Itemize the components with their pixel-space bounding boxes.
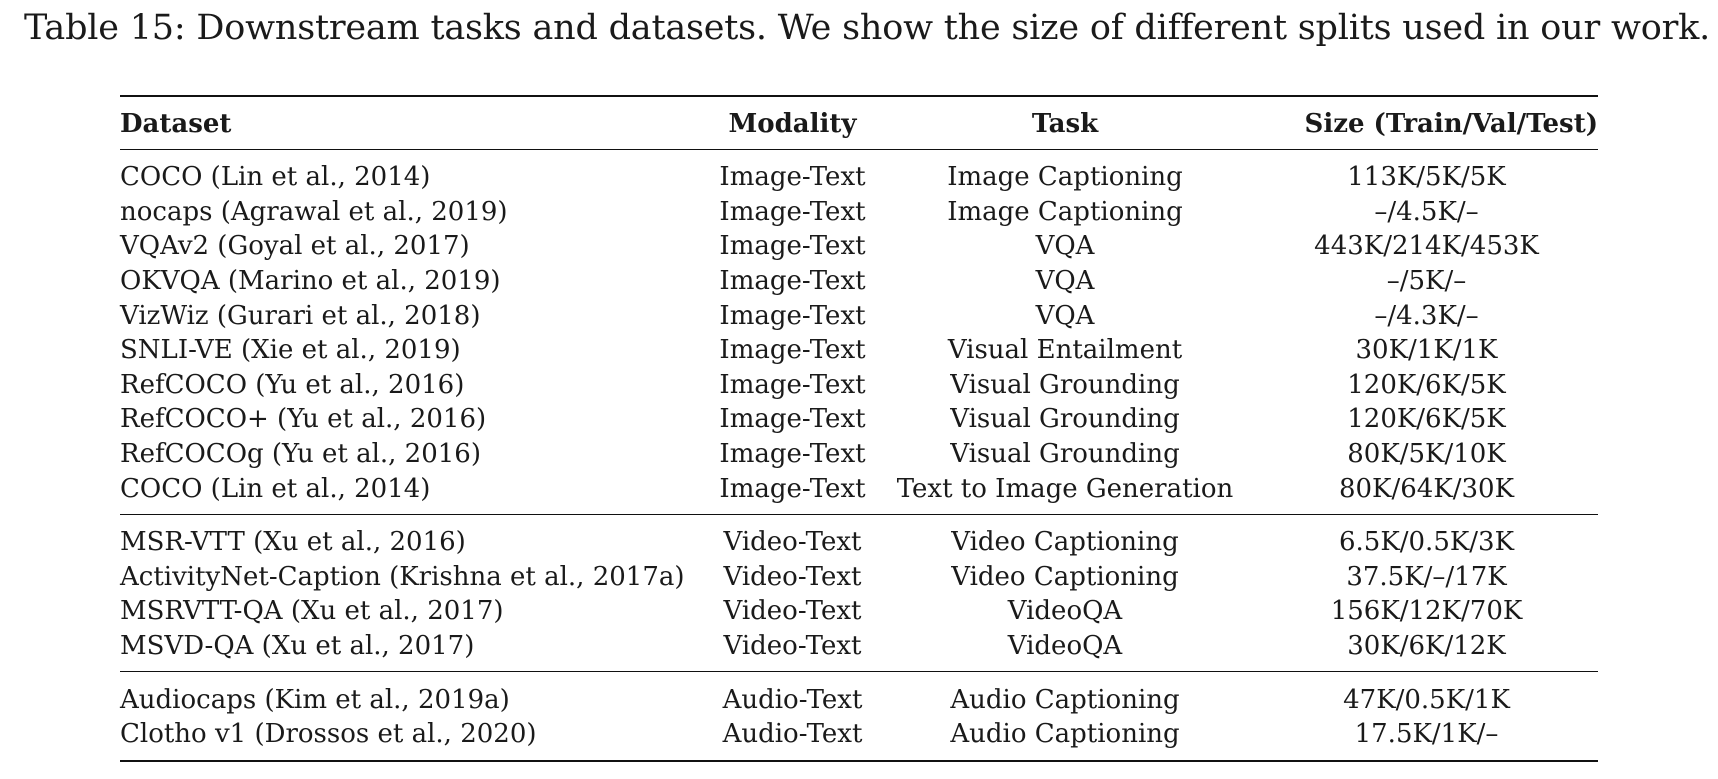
cell-dataset: nocaps (Agrawal et al., 2019) [120, 196, 508, 227]
cell-size: 80K/64K/30K [1338, 473, 1515, 504]
table-caption: Table 15: Downstream tasks and datasets.… [24, 8, 1711, 48]
cell-dataset: Clotho v1 (Drossos et al., 2020) [120, 716, 710, 762]
cell-modality: Video-Text [723, 596, 862, 627]
cell-size: 37.5K/–/17K [1346, 561, 1507, 592]
table-row: SNLI-VE (Xie et al., 2019) Image-Text Visu… [120, 333, 1598, 368]
cell-modality: Image-Text [719, 439, 866, 470]
table-row: MSRVTT-QA (Xu et al., 2017) Video-Text Vid… [120, 594, 1598, 629]
cell-size: 47K/0.5K/1K [1255, 671, 1598, 717]
cell-task: VideoQA [1007, 631, 1123, 662]
cell-task: Image Captioning [947, 162, 1183, 193]
cell-modality: Image-Text [719, 404, 866, 435]
cell-modality: Image-Text [719, 473, 866, 504]
datasets-table-container: Dataset Modality Task Size (Train/Val/Te… [120, 95, 1598, 762]
cell-modality: Image-Text [719, 266, 866, 297]
table-row: VQAv2 (Goyal et al., 2017) Image-Text VQA 4… [120, 229, 1598, 264]
cell-dataset: RefCOCO+ (Yu et al., 2016) [120, 404, 487, 435]
table-row: RefCOCO+ (Yu et al., 2016) Image-Text Visu… [120, 402, 1598, 437]
table-row: MSVD-QA (Xu et al., 2017) Video-Text Video… [120, 629, 1598, 672]
table-row: OKVQA (Marino et al., 2019) Image-Text VQA… [120, 264, 1598, 299]
datasets-table: Dataset Modality Task Size (Train/Val/Te… [120, 95, 1598, 762]
cell-size: –/5K/– [1386, 266, 1467, 297]
cell-dataset: MSRVTT-QA (Xu et al., 2017) [120, 596, 504, 627]
cell-dataset: VizWiz (Gurari et al., 2018) [120, 300, 481, 331]
cell-task: Video Captioning [951, 561, 1179, 592]
cell-dataset: RefCOCO (Yu et al., 2016) [120, 369, 465, 400]
cell-modality: Image-Text [719, 369, 866, 400]
cell-size: 113K/5K/5K [1347, 162, 1506, 193]
table-row: MSR-VTT (Xu et al., 2016) Video-Text Video… [120, 513, 1598, 560]
header-task: Task [875, 95, 1255, 150]
cell-task: Text to Image Generation [896, 473, 1234, 504]
cell-size: 17.5K/1K/– [1255, 716, 1598, 762]
cell-size: 30K/1K/1K [1355, 335, 1498, 366]
table-row: Clotho v1 (Drossos et al., 2020) Audio-Te… [120, 716, 1598, 762]
cell-size: 120K/6K/5K [1347, 369, 1506, 400]
header-row: Dataset Modality Task Size (Train/Val/Te… [120, 95, 1598, 150]
table-row: VizWiz (Gurari et al., 2018) Image-Text VQ… [120, 298, 1598, 333]
cell-size: 80K/5K/10K [1347, 439, 1506, 470]
cell-dataset: VQAv2 (Goyal et al., 2017) [120, 231, 470, 262]
cell-task: VQA [1035, 266, 1095, 297]
audio-text-group: Audiocaps (Kim et al., 2019a) Audio-Text A… [120, 671, 1598, 762]
cell-dataset: MSVD-QA (Xu et al., 2017) [120, 631, 475, 662]
cell-modality: Image-Text [719, 335, 866, 366]
header-modality: Modality [710, 95, 875, 150]
cell-dataset: COCO (Lin et al., 2014) [120, 162, 431, 193]
cell-task: Image Captioning [947, 196, 1183, 227]
cell-modality: Image-Text [719, 300, 866, 331]
cell-task: Visual Entailment [947, 335, 1183, 366]
cell-task: Visual Grounding [950, 369, 1180, 400]
cell-dataset: MSR-VTT (Xu et al., 2016) [120, 513, 710, 560]
cell-size: 6.5K/0.5K/3K [1255, 513, 1598, 560]
cell-dataset: Audiocaps (Kim et al., 2019a) [120, 671, 710, 717]
cell-dataset: ActivityNet-Caption (Krishna et al., 201… [120, 561, 685, 592]
image-text-group: COCO (Lin et al., 2014) Image-Text Image C… [120, 150, 1598, 515]
cell-task: Audio Captioning [875, 716, 1255, 762]
cell-task: VideoQA [1007, 596, 1123, 627]
cell-modality: Image-Text [719, 162, 866, 193]
table-row: nocaps (Agrawal et al., 2019) Image-Text I… [120, 195, 1598, 230]
cell-size: 443K/214K/453K [1314, 231, 1539, 262]
cell-task: Visual Grounding [950, 404, 1180, 435]
cell-modality: Image-Text [719, 196, 866, 227]
cell-dataset: OKVQA (Marino et al., 2019) [120, 266, 501, 297]
cell-dataset: SNLI-VE (Xie et al., 2019) [120, 335, 461, 366]
cell-modality: Audio-Text [710, 716, 875, 762]
cell-modality: Video-Text [723, 631, 862, 662]
cell-size: –/4.3K/– [1374, 300, 1479, 331]
cell-task: Video Captioning [875, 513, 1255, 560]
cell-size: 120K/6K/5K [1347, 404, 1506, 435]
cell-dataset: RefCOCOg (Yu et al., 2016) [120, 439, 481, 470]
cell-task: VQA [1035, 300, 1095, 331]
cell-size: –/4.5K/– [1374, 196, 1479, 227]
cell-modality: Image-Text [719, 231, 866, 262]
table-row: Audiocaps (Kim et al., 2019a) Audio-Text A… [120, 671, 1598, 717]
cell-modality: Video-Text [723, 561, 862, 592]
table-row: RefCOCO (Yu et al., 2016) Image-Text Visua… [120, 368, 1598, 403]
cell-modality: Video-Text [710, 513, 875, 560]
header-size: Size (Train/Val/Test) [1255, 95, 1598, 150]
table-row: ActivityNet-Caption (Krishna et al., 201… [120, 560, 1598, 595]
table-row: COCO (Lin et al., 2014) Image-Text Text to… [120, 471, 1598, 514]
table-row: RefCOCOg (Yu et al., 2016) Image-Text Visu… [120, 437, 1598, 472]
table-row: COCO (Lin et al., 2014) Image-Text Image C… [120, 150, 1598, 195]
header-dataset: Dataset [120, 95, 710, 150]
table-header: Dataset Modality Task Size (Train/Val/Te… [120, 95, 1598, 150]
video-text-group: MSR-VTT (Xu et al., 2016) Video-Text Video… [120, 513, 1598, 672]
cell-task: Audio Captioning [875, 671, 1255, 717]
cell-modality: Audio-Text [710, 671, 875, 717]
cell-size: 30K/6K/12K [1347, 631, 1506, 662]
cell-size: 156K/12K/70K [1330, 596, 1523, 627]
cell-task: VQA [1035, 231, 1095, 262]
cell-task: Visual Grounding [950, 439, 1180, 470]
cell-dataset: COCO (Lin et al., 2014) [120, 473, 431, 504]
